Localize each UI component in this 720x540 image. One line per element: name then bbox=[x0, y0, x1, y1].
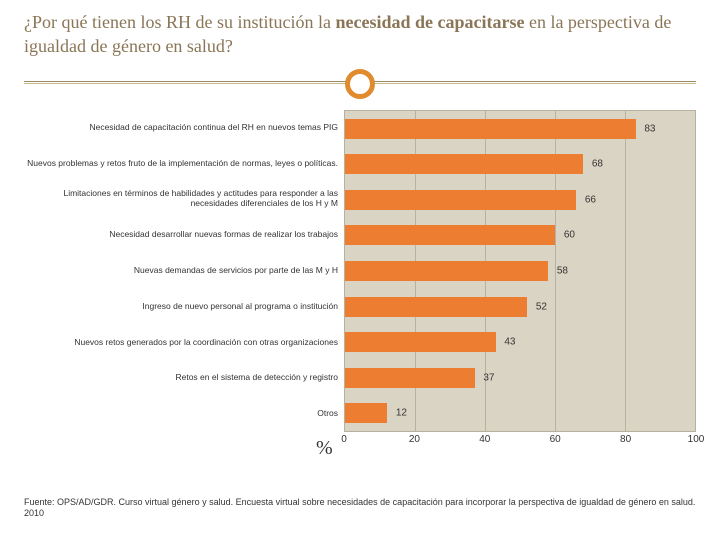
chart-bar-value: 52 bbox=[536, 301, 547, 312]
chart-bar-value: 68 bbox=[592, 159, 603, 170]
percent-label: % bbox=[316, 437, 333, 460]
chart-bar-row: 58 bbox=[345, 261, 695, 281]
chart-category-label: Necesidad de capacitación continua del R… bbox=[24, 123, 338, 133]
slide-title: ¿Por qué tienen los RH de su institución… bbox=[24, 10, 696, 69]
chart-bar-row: 37 bbox=[345, 368, 695, 388]
chart-bar-row: 66 bbox=[345, 190, 695, 210]
chart-x-tick: 60 bbox=[550, 434, 561, 445]
chart-bar-value: 43 bbox=[504, 337, 515, 348]
chart-bar: 66 bbox=[345, 190, 576, 210]
chart-bar-row: 52 bbox=[345, 297, 695, 317]
chart-category-label: Nuevos retos generados por la coordinaci… bbox=[24, 338, 338, 348]
chart-x-tick: 20 bbox=[409, 434, 420, 445]
chart-bar-value: 60 bbox=[564, 230, 575, 241]
chart-category-label: Retos en el sistema de detección y regis… bbox=[24, 373, 338, 383]
chart-x-tick: 0 bbox=[341, 434, 347, 445]
title-divider bbox=[24, 69, 696, 107]
chart-bar-row: 83 bbox=[345, 119, 695, 139]
chart-category-label: Nuevas demandas de servicios por parte d… bbox=[24, 266, 338, 276]
chart-bar-value: 37 bbox=[483, 372, 494, 383]
chart-bar-row: 12 bbox=[345, 403, 695, 423]
chart-bar-value: 83 bbox=[644, 123, 655, 134]
title-bold: necesidad de capacitarse bbox=[335, 12, 524, 32]
chart-bar-value: 12 bbox=[396, 408, 407, 419]
source-footnote: Fuente: OPS/AD/GDR. Curso virtual género… bbox=[24, 497, 696, 520]
chart: 836866605852433712 020406080100 % Necesi… bbox=[24, 110, 696, 460]
chart-x-tick: 100 bbox=[688, 434, 705, 445]
chart-bar-value: 58 bbox=[557, 265, 568, 276]
chart-category-label: Otros bbox=[24, 409, 338, 419]
chart-bar: 12 bbox=[345, 403, 387, 423]
chart-bar-value: 66 bbox=[585, 194, 596, 205]
chart-bar: 83 bbox=[345, 119, 636, 139]
chart-bar-row: 60 bbox=[345, 225, 695, 245]
chart-x-tick: 80 bbox=[620, 434, 631, 445]
chart-category-label: Limitaciones en términos de habilidades … bbox=[24, 190, 338, 210]
chart-x-axis: 020406080100 bbox=[344, 434, 696, 450]
slide: ¿Por qué tienen los RH de su institución… bbox=[0, 0, 720, 540]
chart-bar-row: 43 bbox=[345, 332, 695, 352]
chart-category-label: Nuevos problemas y retos fruto de la imp… bbox=[24, 159, 338, 169]
chart-category-label: Ingreso de nuevo personal al programa o … bbox=[24, 302, 338, 312]
chart-bar: 52 bbox=[345, 297, 527, 317]
chart-bar: 43 bbox=[345, 332, 496, 352]
chart-bar: 37 bbox=[345, 368, 475, 388]
chart-plot-area: 83 68 66 60 58 52 43 37 12 bbox=[344, 110, 696, 432]
chart-bar-row: 68 bbox=[345, 154, 695, 174]
chart-x-tick: 40 bbox=[479, 434, 490, 445]
divider-ring-icon bbox=[345, 69, 375, 99]
chart-category-label: Necesidad desarrollar nuevas formas de r… bbox=[24, 230, 338, 240]
chart-bar: 58 bbox=[345, 261, 548, 281]
title-part1: ¿Por qué tienen los RH de su institución… bbox=[24, 12, 335, 32]
chart-bar: 60 bbox=[345, 225, 555, 245]
chart-bar: 68 bbox=[345, 154, 583, 174]
